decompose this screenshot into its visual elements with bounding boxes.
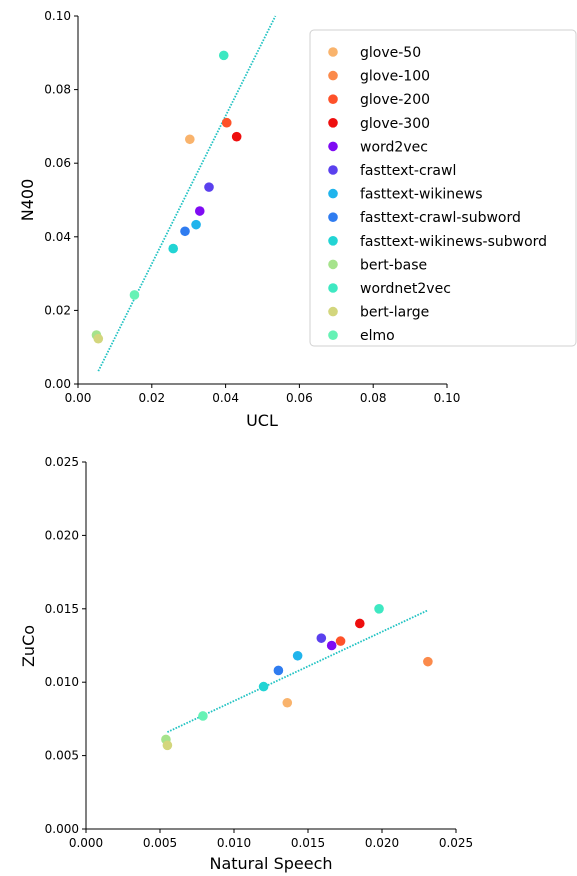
y-tick-label: 0.10	[44, 9, 71, 23]
legend-marker-fasttext-wikinews	[328, 188, 338, 199]
x-tick-label: 0.000	[69, 836, 103, 850]
legend-marker-fasttext-crawl	[328, 165, 338, 175]
bottom-chart-axes	[85, 462, 456, 830]
legend-items: glove-50 glove-100 glove-200 glove-300 word2…	[328, 45, 547, 344]
y-tick-label: 0.025	[45, 455, 79, 469]
legend-marker-fasttext-crawl-subword	[328, 212, 338, 222]
x-tick-label: 0.005	[143, 836, 177, 850]
top-chart-x-ticks: 0.00 0.02 0.04 0.06 0.08 0.10	[65, 384, 461, 405]
point-fasttext-wikinews-subword	[168, 243, 179, 254]
x-tick-label: 0.010	[217, 836, 251, 850]
point-wordnet2vec	[218, 50, 229, 61]
point-bert-large	[162, 740, 173, 751]
legend-label: word2vec	[360, 139, 428, 155]
top-chart-x-axis-title: UCL	[246, 411, 278, 430]
y-tick-label: 0.04	[44, 230, 71, 244]
trendline	[97, 15, 277, 372]
legend-marker-elmo	[328, 330, 338, 341]
bottom-chart-x-ticks: 0.000 0.005 0.010 0.015 0.020 0.025	[69, 829, 473, 850]
point-glove-50	[185, 134, 195, 145]
y-tick-label: 0.020	[45, 528, 79, 542]
x-tick-label: 0.02	[138, 391, 165, 405]
bottom-chart-y-axis-title: ZuCo	[19, 625, 38, 667]
point-fasttext-crawl-subword	[180, 226, 190, 237]
legend-label: fasttext-wikinews-subword	[360, 234, 547, 250]
bottom-scatter-chart: 0.000 0.005 0.010 0.015 0.020 0.025 0.0000.00…	[19, 455, 473, 873]
point-fasttext-wikinews	[292, 650, 303, 661]
legend: glove-50 glove-100 glove-200 glove-300 word2…	[309, 29, 577, 347]
y-tick-label: 0.015	[45, 602, 79, 616]
x-tick-label: 0.020	[365, 836, 399, 850]
top-scatter-chart: 0.00 0.02 0.04 0.06 0.08 0.10 0.000.020.040.0…	[18, 9, 460, 430]
y-tick-label: 0.010	[45, 675, 79, 689]
legend-marker-glove-300	[328, 118, 338, 128]
point-glove-200	[221, 117, 232, 128]
legend-marker-glove-50	[328, 47, 338, 57]
legend-marker-fasttext-wikinews-subword	[328, 236, 338, 246]
legend-marker-bert-large	[328, 306, 338, 317]
legend-label: wordnet2vec	[360, 281, 451, 297]
legend-label: glove-50	[360, 45, 421, 61]
point-glove-300	[231, 131, 242, 142]
point-word2vec	[326, 640, 337, 651]
point-fasttext-crawl	[204, 182, 214, 192]
point-fasttext-crawl	[316, 633, 327, 643]
point-bert-large	[93, 333, 104, 344]
y-tick-label: 0.08	[44, 83, 71, 97]
top-chart-axes	[77, 16, 447, 385]
top-chart-points	[91, 50, 242, 344]
legend-marker-glove-200	[328, 94, 338, 104]
point-fasttext-wikinews-subword	[258, 681, 269, 692]
legend-marker-word2vec	[328, 141, 338, 152]
point-word2vec	[194, 206, 205, 216]
y-tick-label: 0.000	[45, 822, 79, 836]
y-tick-label: 0.06	[44, 156, 71, 170]
point-fasttext-wikinews	[191, 219, 201, 230]
x-tick-label: 0.015	[291, 836, 325, 850]
top-chart-trendline	[97, 15, 277, 372]
legend-label: bert-base	[360, 257, 427, 273]
legend-box	[309, 29, 577, 347]
x-tick-label: 0.08	[360, 391, 387, 405]
point-glove-100	[423, 656, 433, 667]
legend-label: glove-200	[360, 92, 430, 108]
legend-label: fasttext-wikinews	[360, 187, 483, 203]
point-glove-200	[335, 636, 346, 646]
bottom-chart-points	[161, 604, 433, 751]
x-tick-label: 0.06	[286, 391, 313, 405]
legend-label: elmo	[360, 328, 395, 344]
point-glove-300	[355, 618, 365, 629]
point-glove-50	[282, 697, 293, 708]
x-tick-label: 0.00	[65, 391, 92, 405]
legend-label: fasttext-crawl	[360, 163, 456, 179]
top-chart-y-axis-title: N400	[18, 179, 37, 222]
legend-label: bert-large	[360, 305, 429, 321]
point-elmo	[198, 711, 208, 721]
legend-marker-bert-base	[328, 259, 338, 270]
point-elmo	[129, 290, 140, 300]
y-tick-label: 0.005	[45, 749, 79, 763]
top-chart-y-ticks: 0.00 0.02 0.04 0.06 0.08 0.10	[44, 9, 78, 391]
x-tick-label: 0.10	[434, 391, 461, 405]
bottom-chart-x-axis-title: Natural Speech	[209, 854, 332, 873]
legend-label: fasttext-crawl-subword	[360, 210, 521, 226]
x-tick-label: 0.025	[439, 836, 473, 850]
point-fasttext-crawl-subword	[273, 665, 284, 676]
legend-marker-glove-100	[328, 70, 338, 81]
legend-label: glove-300	[360, 116, 430, 132]
y-tick-label: 0.02	[44, 303, 71, 317]
point-wordnet2vec	[374, 604, 384, 614]
x-tick-label: 0.04	[212, 391, 239, 405]
bottom-chart-y-ticks: 0.000 0.005 0.010 0.015 0.020 0.025	[45, 455, 86, 836]
y-tick-label: 0.00	[44, 377, 71, 391]
legend-marker-wordnet2vec	[328, 283, 338, 293]
legend-label: glove-100	[360, 69, 430, 85]
